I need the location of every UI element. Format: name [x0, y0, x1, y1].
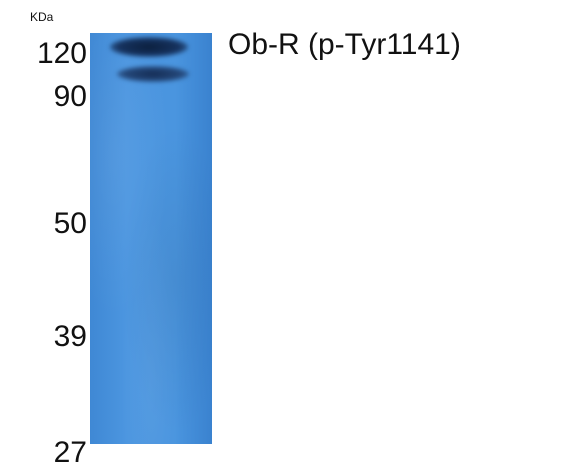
blot-lane: [90, 33, 212, 444]
marker-39: 39: [53, 320, 87, 353]
marker-120: 120: [36, 37, 87, 70]
lane-texture: [90, 33, 212, 444]
antibody-label: Ob-R (p-Tyr1141): [228, 28, 461, 61]
marker-90: 90: [53, 80, 87, 113]
unit-label: KDa: [30, 10, 54, 24]
band-upper: [110, 37, 188, 57]
marker-50: 50: [53, 207, 87, 240]
band-lower: [117, 66, 189, 82]
marker-27: 27: [53, 436, 87, 469]
